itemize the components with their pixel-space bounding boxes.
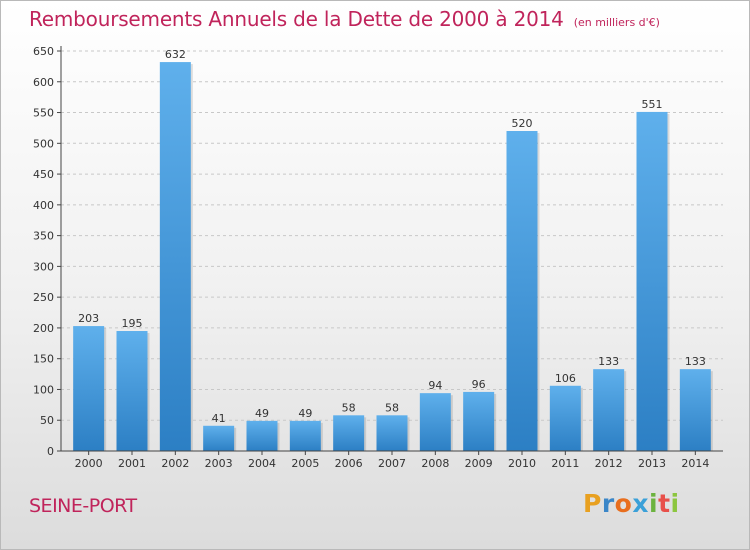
- y-tick-label: 300: [33, 260, 54, 273]
- commune-name: SEINE-PORT: [29, 495, 137, 517]
- data-label: 94: [428, 379, 442, 392]
- y-tick-label: 50: [40, 414, 54, 427]
- data-label: 106: [555, 372, 576, 385]
- data-label: 203: [78, 312, 99, 325]
- y-tick-label: 550: [33, 107, 54, 120]
- x-tick-label: 2008: [421, 457, 449, 470]
- data-label: 195: [122, 317, 143, 330]
- x-tick-label: 2002: [161, 457, 189, 470]
- x-tick-label: 2005: [291, 457, 319, 470]
- x-tick-label: 2000: [75, 457, 103, 470]
- logo-letter: i: [670, 489, 680, 518]
- x-tick-label: 2006: [335, 457, 363, 470]
- x-tick-label: 2009: [465, 457, 493, 470]
- data-label: 133: [685, 355, 706, 368]
- data-label: 49: [255, 407, 269, 420]
- bar: [463, 391, 495, 451]
- chart-title: Remboursements Annuels de la Dette de 20…: [29, 7, 564, 31]
- chart-unit: (en milliers d'€): [573, 16, 660, 29]
- y-tick-label: 500: [33, 137, 54, 150]
- bar: [636, 111, 668, 451]
- y-tick-label: 350: [33, 230, 54, 243]
- x-tick-label: 2013: [638, 457, 666, 470]
- x-tick-label: 2014: [681, 457, 709, 470]
- y-tick-label: 600: [33, 76, 54, 89]
- logo-letter: P: [583, 489, 602, 518]
- y-tick-label: 150: [33, 353, 54, 366]
- x-tick-label: 2011: [551, 457, 579, 470]
- logo-letter: x: [632, 489, 649, 518]
- y-tick-label: 650: [33, 45, 54, 58]
- chart-title-line: Remboursements Annuels de la Dette de 20…: [29, 7, 660, 31]
- bar: [376, 415, 408, 451]
- data-label: 58: [385, 401, 399, 414]
- y-tick-label: 400: [33, 199, 54, 212]
- x-tick-label: 2007: [378, 457, 406, 470]
- data-label: 58: [342, 401, 356, 414]
- bar: [419, 393, 451, 451]
- axes: [57, 46, 723, 455]
- bar: [116, 331, 148, 451]
- data-label: 41: [212, 412, 226, 425]
- x-tick-label: 2012: [595, 457, 623, 470]
- y-tick-label: 200: [33, 322, 54, 335]
- x-tick-label: 2010: [508, 457, 536, 470]
- proxiti-logo: Proxiti: [583, 489, 680, 518]
- data-label: 551: [642, 98, 663, 111]
- labels: 0 50 100 150 200 250 300 350 400 450 500 550 600 650 2…: [33, 45, 709, 470]
- logo-letter: i: [649, 489, 659, 518]
- logo-letter: t: [658, 489, 671, 518]
- y-tick-label: 0: [47, 445, 54, 458]
- bar: [549, 385, 581, 451]
- y-tick-label: 250: [33, 291, 54, 304]
- x-tick-label: 2004: [248, 457, 276, 470]
- y-tick-label: 450: [33, 168, 54, 181]
- logo-letter: r: [601, 489, 615, 518]
- data-label: 96: [472, 378, 486, 391]
- bar: [203, 425, 235, 451]
- logo-letter: o: [614, 489, 633, 518]
- bar: [289, 420, 321, 451]
- bar: [73, 326, 105, 451]
- bar: [506, 131, 538, 451]
- bar: [159, 62, 191, 451]
- bar: [246, 420, 278, 451]
- bars: [73, 62, 713, 452]
- y-tick-label: 100: [33, 383, 54, 396]
- data-label: 632: [165, 48, 186, 61]
- x-tick-label: 2003: [205, 457, 233, 470]
- data-label: 49: [298, 407, 312, 420]
- x-tick-label: 2001: [118, 457, 146, 470]
- bar: [333, 415, 365, 451]
- data-label: 520: [512, 117, 533, 130]
- bar: [593, 369, 625, 451]
- data-label: 133: [598, 355, 619, 368]
- bar: [679, 369, 711, 451]
